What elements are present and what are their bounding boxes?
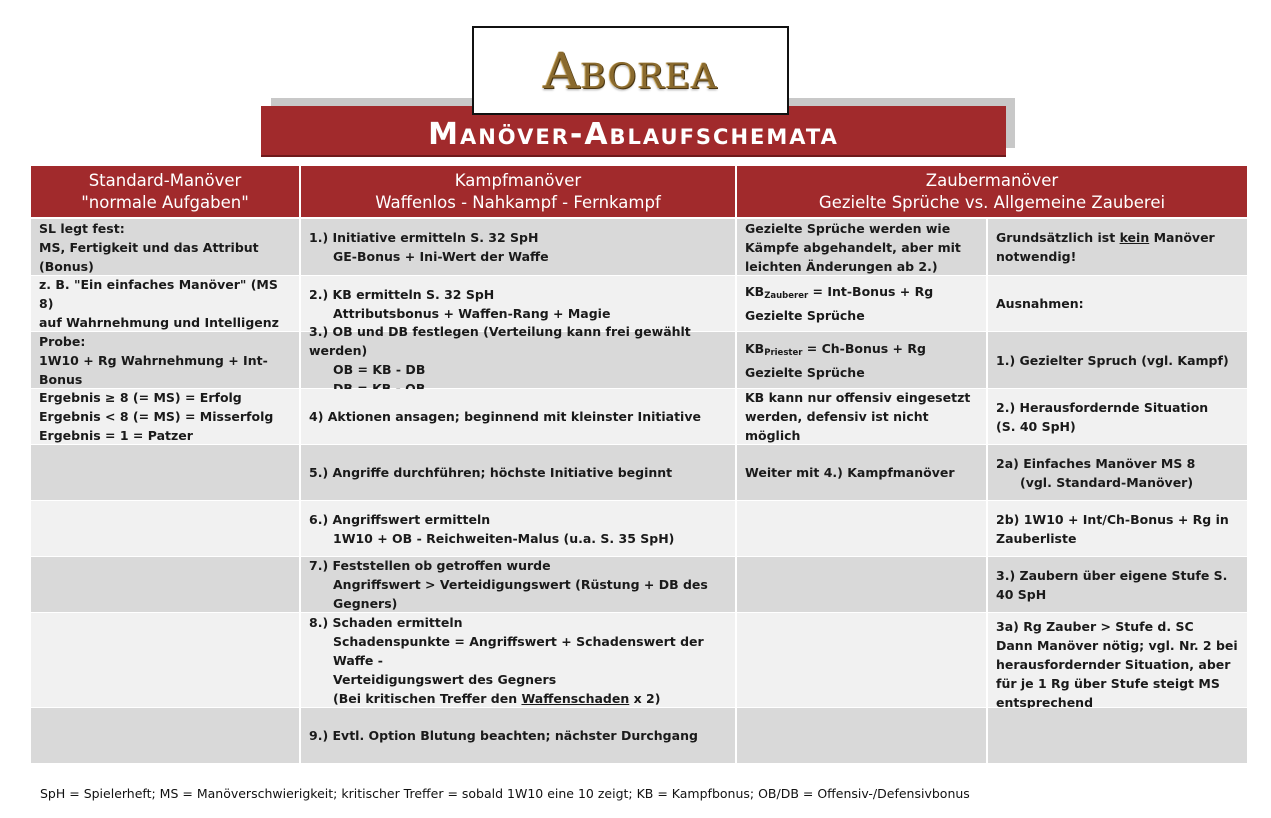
gezielt-text: KB kann nur offensiv eingesetzt werden, …: [745, 390, 971, 443]
standard-text: Ergebnis = 1 = Patzer: [39, 428, 193, 443]
allgemein-text: Grundsätzlich ist kein Manöver notwendig…: [996, 230, 1215, 264]
gezielt-cell-3: KBPriester = Ch-Bonus + Rg Gezielte Sprü…: [737, 332, 986, 389]
header-kampf-line2: Waffenlos - Nahkampf - Fernkampf: [375, 192, 661, 212]
kampf-step: 1.) Initiative ermitteln S. 32 SpH: [309, 230, 539, 245]
standard-cell-2: z. B. "Ein einfaches Manöver" (MS 8) auf…: [31, 276, 299, 332]
allgemein-text: 3.) Zaubern über eigene Stufe S. 40 SpH: [996, 567, 1228, 602]
standard-text: 1W10 + Rg Wahrnehmung + Int-Bonus: [39, 352, 268, 387]
standard-text: Probe:: [39, 333, 86, 349]
allgemein-cell-2: Ausnahmen:: [988, 276, 1247, 332]
kampf-step: 9.) Evtl. Option Blutung beachten; nächs…: [309, 728, 698, 743]
kampf-detail: OB = KB - DB: [333, 362, 426, 377]
kampf-step: 4) Aktionen ansagen; beginnend mit klein…: [309, 409, 701, 424]
allgemein-text: (S. 40 SpH): [996, 418, 1076, 434]
gezielt-text: KBPriester = Ch-Bonus + Rg Gezielte Sprü…: [745, 340, 926, 380]
header-kampf-line1: Kampfmanöver: [454, 170, 582, 190]
standard-text: MS, Fertigkeit und das Attribut (Bonus): [39, 239, 259, 274]
gezielt-cell-9: [737, 708, 986, 764]
standard-cell-7: [31, 557, 299, 613]
kampf-detail: 1W10 + OB - Reichweiten-Malus (u.a. S. 3…: [333, 530, 675, 546]
logo: Aborea: [472, 26, 789, 115]
allgemein-cell-9: [988, 708, 1247, 764]
allgemein-text: Dann Manöver nötig; vgl. Nr. 2 bei herau…: [996, 638, 1238, 710]
standard-text: z. B. "Ein einfaches Manöver" (MS 8): [39, 277, 278, 311]
kampf-cell-9: 9.) Evtl. Option Blutung beachten; nächs…: [301, 708, 735, 764]
kampf-cell-1: 1.) Initiative ermitteln S. 32 SpH GE-Bo…: [301, 219, 735, 276]
standard-cell-6: [31, 501, 299, 557]
standard-text: Ergebnis < 8 (= MS) = Misserfolg: [39, 409, 274, 424]
kampf-cell-3: 3.) OB und DB festlegen (Verteilung kann…: [301, 324, 735, 396]
standard-cell-1: SL legt fest: MS, Fertigkeit und das Att…: [31, 219, 299, 276]
standard-cell-3: Probe: 1W10 + Rg Wahrnehmung + Int-Bonus: [31, 332, 299, 389]
allgemein-text: (vgl. Standard-Manöver): [1020, 474, 1194, 490]
kampf-step: 8.) Schaden ermitteln: [309, 614, 463, 630]
gezielt-cell-7: [737, 557, 986, 613]
allgemein-cell-7: 3.) Zaubern über eigene Stufe S. 40 SpH: [988, 557, 1247, 613]
logo-text: Aborea: [543, 41, 718, 100]
allgemein-cell-3: 1.) Gezielter Spruch (vgl. Kampf): [988, 332, 1247, 389]
standard-text: Ergebnis ≥ 8 (= MS) = Erfolg: [39, 390, 242, 405]
allgemein-text: 3a) Rg Zauber > Stufe d. SC: [996, 619, 1194, 634]
header-zauber-line2: Gezielte Sprüche vs. Allgemeine Zauberei: [818, 192, 1166, 212]
kampf-detail: Attributsbonus + Waffen-Rang + Magie: [333, 305, 611, 321]
header-standard-line1: Standard-Manöver: [88, 170, 242, 190]
kampf-step: 2.) KB ermitteln S. 32 SpH: [309, 286, 495, 302]
kampf-detail: GE-Bonus + Ini-Wert der Waffe: [333, 249, 549, 264]
schema-table: Standard-Manöver "normale Aufgaben" Kamp…: [31, 166, 1247, 764]
standard-text: SL legt fest:: [39, 220, 125, 236]
header-standard-line2: "normale Aufgaben": [81, 192, 249, 212]
kampf-detail: Angriffswert > Verteidigungswert (Rüstun…: [333, 577, 708, 611]
kampf-cell-8: 8.) Schaden ermitteln Schadenspunkte = A…: [301, 613, 735, 708]
standard-cell-9: [31, 708, 299, 764]
kampf-detail: Verteidigungswert des Gegners: [333, 671, 557, 687]
gezielt-cell-1: Gezielte Sprüche werden wie Kämpfe abgeh…: [737, 219, 986, 276]
kampf-step: 3.) OB und DB festlegen (Verteilung kann…: [309, 324, 691, 358]
allgemein-text: 2b) 1W10 + Int/Ch-Bonus + Rg in Zauberli…: [996, 511, 1229, 546]
standard-cell-8: [31, 613, 299, 708]
allgemein-cell-4: 2.) Herausfordernde Situation (S. 40 SpH…: [988, 389, 1247, 445]
allgemein-text: Ausnahmen:: [996, 296, 1084, 311]
gezielt-text: Gezielte Sprüche werden wie Kämpfe abgeh…: [745, 220, 961, 274]
gezielt-cell-4: KB kann nur offensiv eingesetzt werden, …: [737, 389, 986, 445]
header-standard: Standard-Manöver "normale Aufgaben": [31, 166, 299, 219]
header-zauber-line1: Zaubermanöver: [925, 170, 1059, 190]
kampf-cell-5: 5.) Angriffe durchführen; höchste Initia…: [301, 445, 735, 501]
gezielt-text: Weiter mit 4.) Kampfmanöver: [745, 465, 955, 480]
kampf-detail: (Bei kritischen Treffer den Waffenschade…: [333, 690, 661, 706]
gezielt-cell-6: [737, 501, 986, 557]
kampf-step: 6.) Angriffswert ermitteln: [309, 511, 491, 527]
page-title: Manöver-Ablaufschemata: [428, 117, 839, 152]
kampf-cell-4: 4) Aktionen ansagen; beginnend mit klein…: [301, 389, 735, 445]
kampf-detail: Schadenspunkte = Angriffswert + Schadens…: [333, 633, 704, 668]
allgemein-cell-8: 3a) Rg Zauber > Stufe d. SC Dann Manöver…: [988, 613, 1247, 710]
gezielt-cell-2: KBZauberer = Int-Bonus + Rg Gezielte Spr…: [737, 276, 986, 332]
standard-cell-4: Ergebnis ≥ 8 (= MS) = Erfolg Ergebnis < …: [31, 389, 299, 445]
allgemein-cell-6: 2b) 1W10 + Int/Ch-Bonus + Rg in Zauberli…: [988, 501, 1247, 557]
kampf-step: 7.) Feststellen ob getroffen wurde: [309, 558, 551, 573]
kampf-cell-7: 7.) Feststellen ob getroffen wurde Angri…: [301, 557, 735, 613]
gezielt-cell-8: [737, 613, 986, 708]
kampf-step: 5.) Angriffe durchführen; höchste Initia…: [309, 465, 673, 480]
allgemein-text: 2.) Herausfordernde Situation: [996, 399, 1209, 415]
footer-legend: SpH = Spielerheft; MS = Manöverschwierig…: [40, 786, 970, 801]
allgemein-text: 1.) Gezielter Spruch (vgl. Kampf): [996, 352, 1229, 368]
kampf-cell-2: 2.) KB ermitteln S. 32 SpH Attributsbonu…: [301, 276, 735, 332]
kampf-cell-6: 6.) Angriffswert ermitteln 1W10 + OB - R…: [301, 501, 735, 557]
header-zauber: Zaubermanöver Gezielte Sprüche vs. Allge…: [737, 166, 1247, 219]
allgemein-cell-1: Grundsätzlich ist kein Manöver notwendig…: [988, 219, 1247, 276]
gezielt-text: KBZauberer = Int-Bonus + Rg Gezielte Spr…: [745, 284, 934, 323]
header-kampf: Kampfmanöver Waffenlos - Nahkampf - Fern…: [301, 166, 735, 219]
gezielt-cell-5: Weiter mit 4.) Kampfmanöver: [737, 445, 986, 501]
standard-text: auf Wahrnehmung und Intelligenz: [39, 315, 279, 330]
allgemein-cell-5: 2a) Einfaches Manöver MS 8 (vgl. Standar…: [988, 445, 1247, 501]
allgemein-text: 2a) Einfaches Manöver MS 8: [996, 455, 1196, 471]
standard-cell-5: [31, 445, 299, 501]
